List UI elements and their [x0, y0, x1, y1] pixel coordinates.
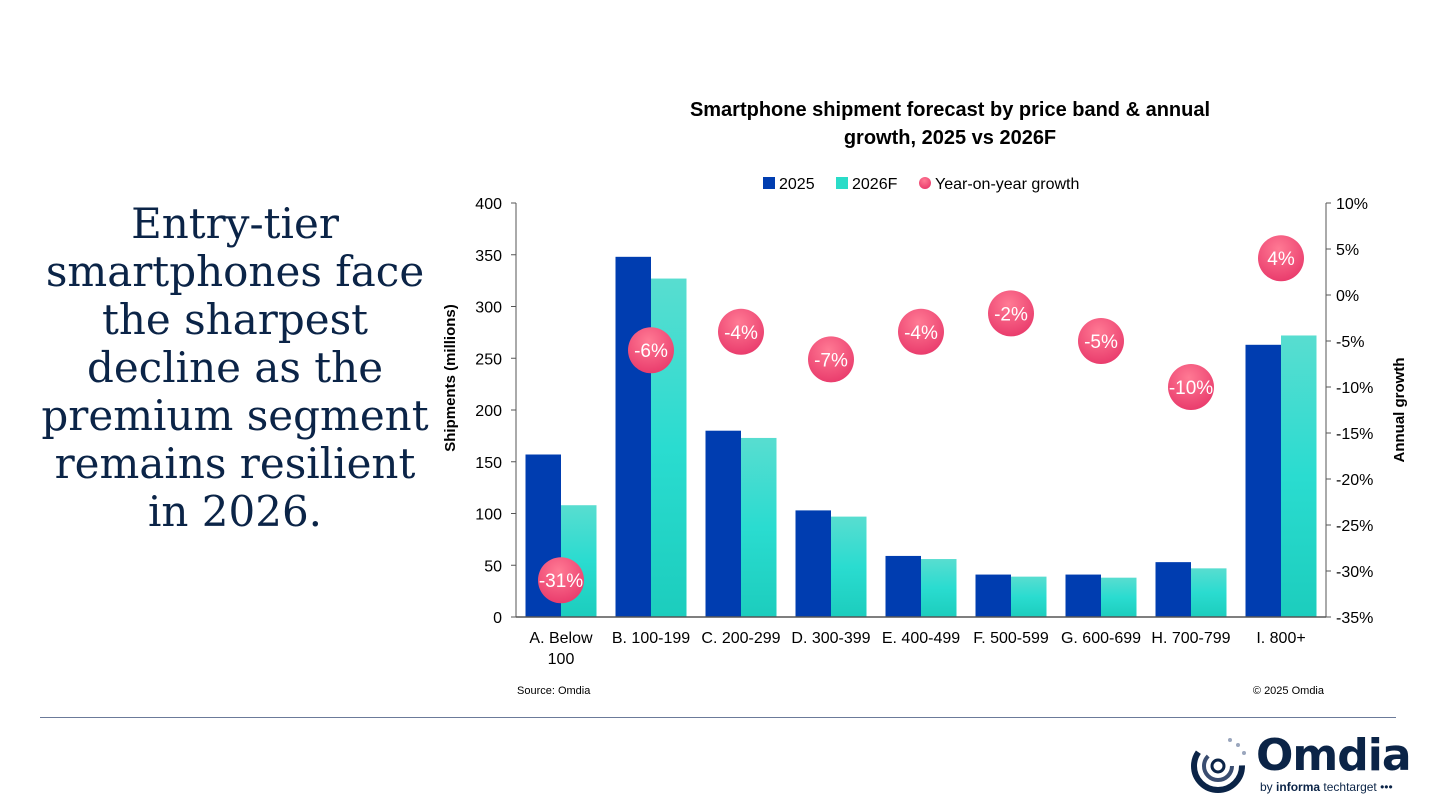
y-tick-label: 0 [493, 610, 502, 627]
growth-bubble [1258, 235, 1304, 282]
growth-bubble [1168, 364, 1214, 410]
copyright-note: © 2025 Omdia [1253, 685, 1325, 697]
y2-tick-label: -5% [1336, 334, 1364, 351]
bar-2025 [705, 430, 741, 617]
x-tick-label: G. 600-699 [1061, 630, 1141, 647]
legend-label-2026f: 2026F [852, 176, 898, 193]
x-tick-label: H. 700-799 [1151, 630, 1230, 647]
x-tick-label: A. Below [529, 630, 593, 647]
omdia-logo-mark-icon [1191, 738, 1246, 793]
x-tick-label: C. 200-299 [701, 630, 780, 647]
growth-bubble [1078, 318, 1124, 364]
bar-2025 [615, 256, 651, 617]
legend: 2025 2026F Year-on-year growth [763, 176, 1079, 193]
x-tick-label: 100 [548, 651, 575, 668]
y-tick-label: 150 [475, 455, 502, 472]
bar-2026f [1191, 568, 1227, 617]
bar-2026f [741, 437, 777, 617]
y2-tick-label: -10% [1336, 380, 1373, 397]
source-note: Source: Omdia [517, 685, 591, 697]
growth-bubble [898, 308, 944, 355]
legend-swatch-growth [919, 177, 931, 189]
growth-label: -5% [1084, 332, 1118, 353]
bar-2025 [885, 555, 921, 617]
y-tick-label: 250 [475, 351, 502, 368]
bar-2026f [921, 559, 957, 617]
bar-2026f [1101, 577, 1137, 617]
divider [40, 717, 1396, 718]
growth-bubble [718, 308, 764, 355]
headline: Entry-tier smartphones face the sharpest… [41, 199, 429, 536]
logo-wordmark: Omdia [1256, 730, 1412, 781]
bar-2026f [831, 516, 867, 617]
y-axis-label: Shipments (millions) [442, 304, 459, 452]
legend-label-2025: 2025 [779, 176, 815, 193]
growth-label: -2% [994, 304, 1028, 325]
y2-axis-label: Annual growth [1391, 358, 1408, 463]
x-tick-label: E. 400-499 [882, 630, 960, 647]
growth-label: -31% [539, 571, 583, 592]
growth-label: -10% [1169, 378, 1213, 399]
legend-swatch-2026f [836, 177, 848, 189]
y2-tick-label: -35% [1336, 610, 1373, 627]
y2-tick-label: -30% [1336, 564, 1373, 581]
chart-title-line2: growth, 2025 vs 2026F [844, 127, 1056, 149]
y-tick-label: 350 [475, 248, 502, 265]
growth-label: -4% [904, 323, 938, 344]
growth-bubble [808, 336, 854, 383]
y-tick-label: 300 [475, 300, 502, 317]
x-tick-label: F. 500-599 [973, 630, 1049, 647]
y2-tick-label: 5% [1336, 242, 1359, 259]
growth-label: -4% [724, 323, 758, 344]
bar-2026f [1011, 576, 1047, 617]
bar-2025 [1155, 562, 1191, 617]
bar-2025 [1245, 344, 1281, 617]
y2-tick-label: -25% [1336, 518, 1373, 535]
y2-tick-label: 10% [1336, 196, 1368, 213]
growth-bubble [988, 290, 1034, 337]
x-tick-label: B. 100-199 [612, 630, 690, 647]
chart-title-line1: Smartphone shipment forecast by price ba… [690, 99, 1210, 121]
growth-label: 4% [1267, 249, 1295, 270]
y-tick-label: 200 [475, 403, 502, 420]
legend-swatch-2025 [763, 177, 775, 189]
y-tick-label: 400 [475, 196, 502, 213]
chart: Smartphone shipment forecast by price ba… [442, 99, 1408, 697]
bar-2026f [1281, 335, 1317, 617]
bar-2025 [795, 510, 831, 617]
y2-tick-label: -15% [1336, 426, 1373, 443]
bar-2025 [975, 574, 1011, 617]
growth-label: -6% [634, 341, 668, 362]
x-tick-label: D. 300-399 [791, 630, 870, 647]
growth-label: -7% [814, 350, 848, 371]
legend-label-growth: Year-on-year growth [935, 176, 1079, 193]
y-tick-label: 100 [475, 507, 502, 524]
growth-bubble [628, 327, 674, 374]
bar-2025 [1065, 574, 1101, 617]
y-tick-label: 50 [484, 558, 502, 575]
logo-tagline: by informa techtarget ••• [1260, 780, 1393, 794]
growth-bubble [538, 557, 584, 604]
y2-tick-label: -20% [1336, 472, 1373, 489]
x-tick-label: I. 800+ [1256, 630, 1305, 647]
omdia-logo: Omdia by informa techtarget ••• [1188, 730, 1412, 794]
y2-tick-label: 0% [1336, 288, 1359, 305]
